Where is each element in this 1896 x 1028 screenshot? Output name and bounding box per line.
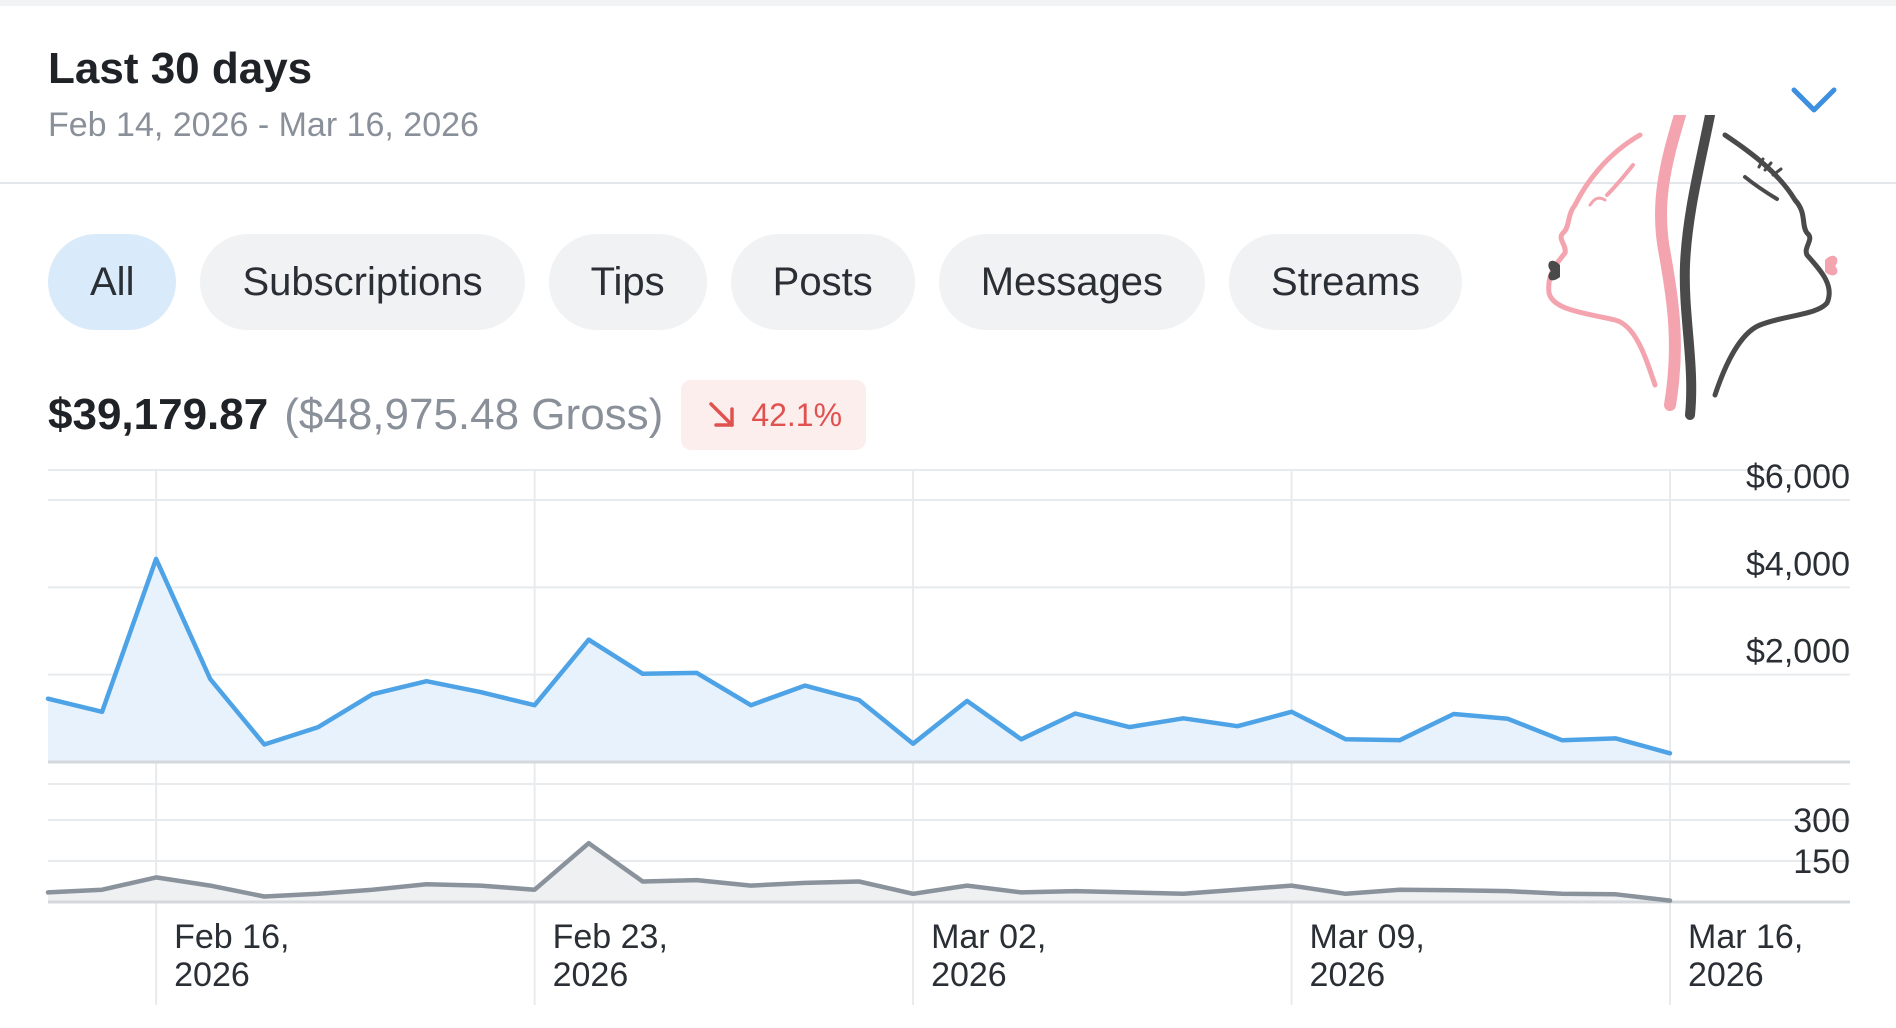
x-tick-year-label: 2026 [931, 956, 1007, 994]
x-tick-label: Feb 23, [553, 918, 668, 956]
earnings-y-tick-label: $6,000 [1746, 460, 1850, 496]
tab-all[interactable]: All [48, 234, 177, 330]
tab-subscriptions[interactable]: Subscriptions [200, 234, 525, 330]
change-percent: 42.1% [751, 396, 843, 433]
x-tick-year-label: 2026 [553, 956, 629, 994]
count-y-tick-label: 150 [1793, 843, 1850, 881]
arrow-down-right-icon [709, 402, 735, 427]
count-y-tick-label: 300 [1793, 802, 1850, 840]
chevron-down-icon[interactable] [1790, 86, 1838, 114]
x-tick-year-label: 2026 [174, 956, 250, 994]
x-tick-label: Feb 16, [174, 918, 289, 956]
earnings-y-tick-label: $2,000 [1746, 633, 1850, 671]
earnings-category-tabs: All Subscriptions Tips Posts Messages St… [48, 234, 1462, 330]
earnings-y-tick-label: $4,000 [1746, 545, 1850, 583]
earnings-area-fill [48, 558, 1670, 762]
tab-tips[interactable]: Tips [548, 234, 707, 330]
x-tick-label: Mar 16, [1688, 918, 1803, 956]
change-badge: 42.1% [681, 380, 867, 450]
net-earnings: $39,179.87 [48, 390, 269, 439]
tab-posts[interactable]: Posts [730, 234, 915, 330]
tab-messages[interactable]: Messages [938, 234, 1206, 330]
gross-earnings: ($48,975.48 Gross) [284, 390, 664, 439]
faces-logo-icon [1546, 115, 1838, 420]
x-tick-label: Mar 02, [931, 918, 1046, 956]
date-range-header[interactable]: Last 30 days Feb 14, 2026 - Mar 16, 2026 [0, 6, 1896, 184]
earnings-summary: $39,179.87 ($48,975.48 Gross) 42.1% [48, 380, 867, 450]
date-range-text: Feb 14, 2026 - Mar 16, 2026 [48, 106, 479, 144]
x-tick-year-label: 2026 [1688, 956, 1764, 994]
top-strip [0, 0, 1896, 6]
tab-streams[interactable]: Streams [1229, 234, 1462, 330]
count-area-fill [48, 843, 1670, 902]
x-tick-year-label: 2026 [1310, 956, 1386, 994]
x-tick-label: Mar 09, [1310, 918, 1425, 956]
period-title: Last 30 days [48, 44, 313, 93]
